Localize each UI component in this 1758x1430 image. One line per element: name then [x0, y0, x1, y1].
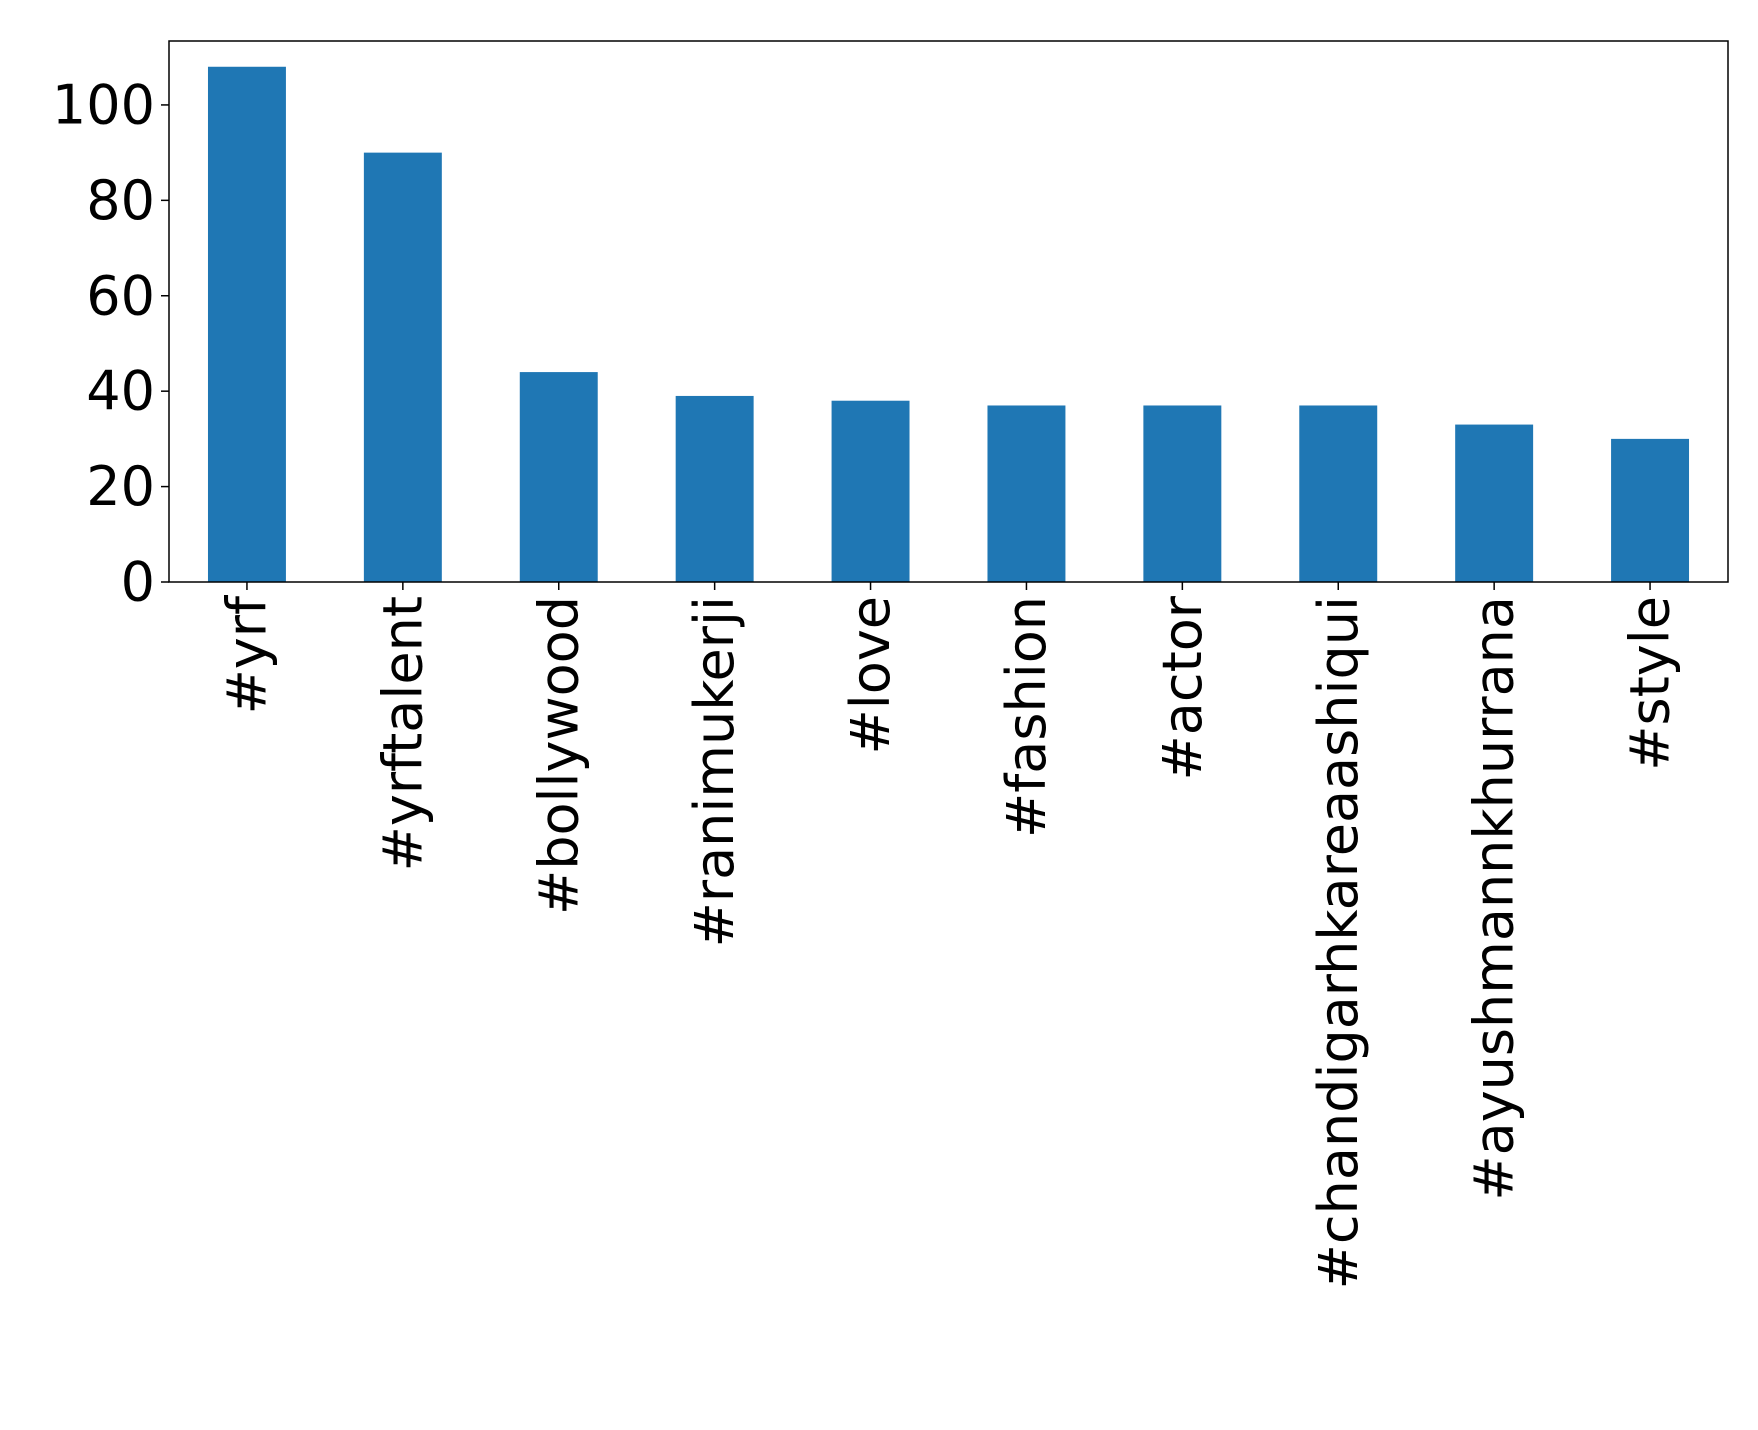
bar — [1611, 438, 1690, 582]
bar — [1299, 405, 1378, 582]
bar — [207, 66, 286, 582]
y-tick-label: 80 — [86, 169, 155, 232]
bar — [363, 152, 442, 582]
x-tick-label: #style — [1619, 596, 1682, 771]
bar — [987, 405, 1066, 582]
y-tick-label: 100 — [52, 73, 155, 136]
bar — [1143, 405, 1222, 582]
x-tick-label: #love — [839, 596, 902, 754]
plot-frame — [168, 40, 1729, 583]
x-tick-label: #yrf — [215, 594, 278, 714]
x-tick-label: #bollywood — [527, 596, 590, 915]
x-tick-label: #actor — [1151, 595, 1214, 780]
x-tick-label: #chandigarhkareaashiqui — [1307, 596, 1370, 1289]
y-tick-label: 20 — [86, 455, 155, 518]
bar — [831, 400, 910, 582]
bar — [519, 372, 598, 582]
x-tick-label: #yrftalent — [371, 596, 434, 871]
y-tick-label: 0 — [121, 551, 155, 614]
x-tick-label: #fashion — [995, 596, 1058, 838]
bar — [1455, 424, 1534, 582]
x-tick-label: #ranimukerji — [683, 596, 746, 947]
y-tick-label: 60 — [86, 264, 155, 327]
bar — [675, 395, 754, 582]
y-tick-label: 40 — [86, 360, 155, 423]
x-tick-label: #ayushmannkhurrana — [1463, 596, 1526, 1201]
